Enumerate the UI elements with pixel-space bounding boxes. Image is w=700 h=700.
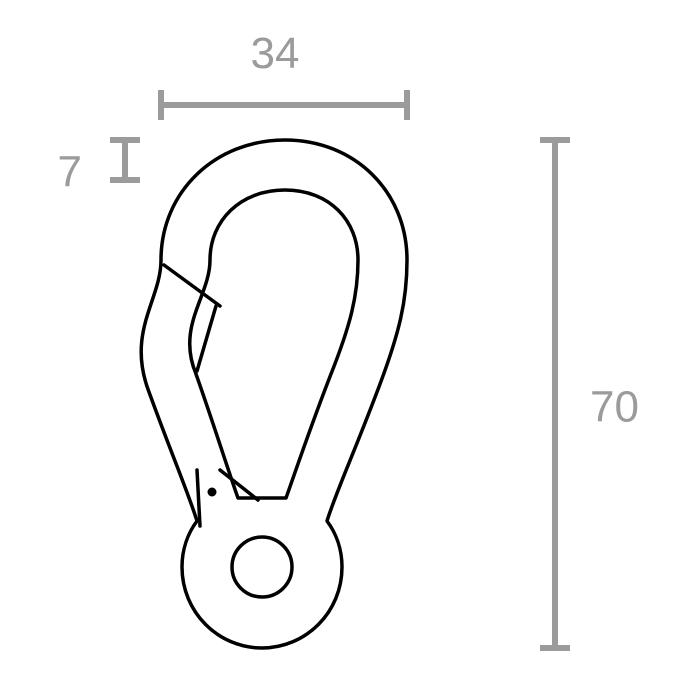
carabiner-shape: [141, 140, 407, 648]
carabiner-outer-outline: [141, 140, 407, 648]
carabiner-bottom-eye: [232, 537, 292, 597]
dimension-width: 34: [161, 29, 407, 120]
dimension-thickness-label: 7: [58, 148, 82, 197]
dimension-width-label: 34: [251, 29, 300, 78]
carabiner-gate-lines: [164, 265, 258, 526]
dimension-height: 70: [540, 140, 639, 648]
dimension-height-label: 70: [590, 383, 639, 432]
carabiner-inner-opening: [190, 190, 358, 498]
carabiner-pivot-dot: [208, 488, 217, 497]
carabiner-dimension-diagram: 34 70 7: [0, 0, 700, 700]
dimension-thickness: 7: [58, 140, 140, 197]
